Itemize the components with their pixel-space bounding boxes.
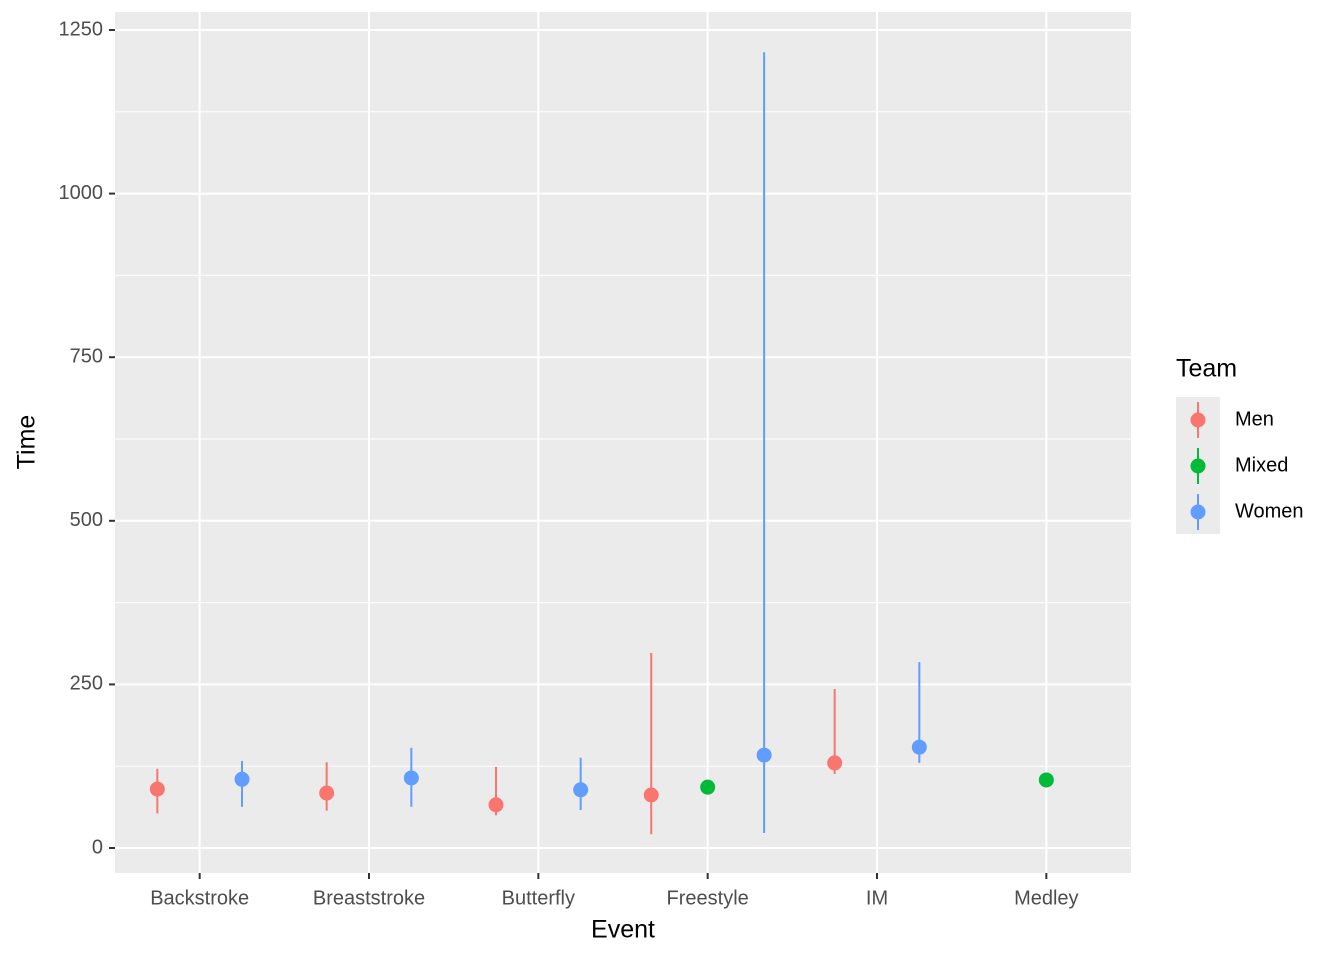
point <box>573 782 589 798</box>
x-tick-label: Medley <box>1014 887 1078 909</box>
x-tick-label: Freestyle <box>667 887 749 909</box>
x-tick-label: Breaststroke <box>313 887 425 909</box>
legend-key-point <box>1190 412 1206 428</box>
point <box>756 747 772 763</box>
y-axis-title: Time <box>13 415 41 470</box>
point <box>149 781 165 797</box>
y-tick-label: 750 <box>70 345 103 367</box>
x-tick-label: IM <box>866 887 888 909</box>
legend-key-point <box>1190 504 1206 520</box>
x-tick-label: Butterfly <box>502 887 575 909</box>
x-tick-label: Backstroke <box>150 887 249 909</box>
legend-key-point <box>1190 458 1206 474</box>
point <box>827 755 843 771</box>
legend-label: Men <box>1235 408 1274 430</box>
point <box>234 771 250 787</box>
y-tick-label: 1250 <box>59 18 104 40</box>
y-tick-label: 1000 <box>59 182 104 204</box>
point <box>700 779 716 795</box>
point <box>911 739 927 755</box>
point <box>1038 772 1054 788</box>
point <box>403 770 419 786</box>
y-tick-label: 0 <box>92 836 103 858</box>
x-axis-title: Event <box>591 916 655 944</box>
point <box>488 797 504 813</box>
point <box>643 787 659 803</box>
legend-title: Team <box>1176 355 1237 383</box>
y-tick-label: 250 <box>70 673 103 695</box>
legend-label: Mixed <box>1235 454 1288 476</box>
panel <box>115 12 1131 873</box>
y-tick-label: 500 <box>70 509 103 531</box>
point <box>319 785 335 801</box>
legend-label: Women <box>1235 500 1304 522</box>
